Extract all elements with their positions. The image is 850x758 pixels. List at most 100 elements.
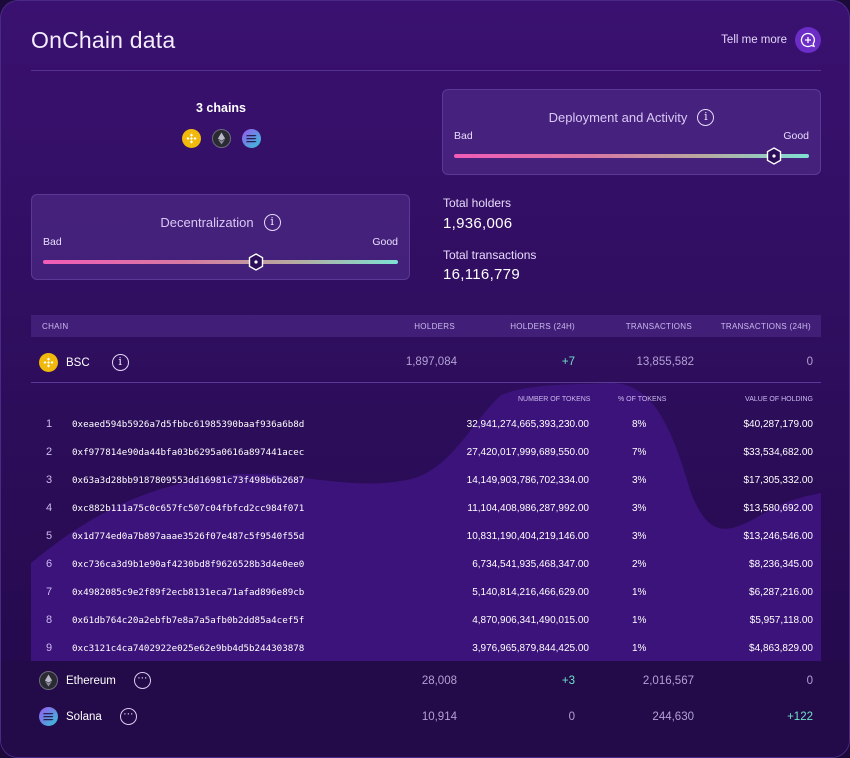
- chain-name-text: Solana: [66, 710, 102, 723]
- bad-label: Bad: [454, 130, 473, 142]
- page-title: OnChain data: [31, 27, 176, 53]
- holder-row[interactable]: 1 0xeaed594b5926a7d5fbbc61985390baaf936a6…: [31, 411, 821, 439]
- value-cell: $13,580,692.00: [743, 503, 813, 514]
- total-holders-label: Total holders: [443, 196, 512, 210]
- value-cell: $40,287,179.00: [743, 419, 813, 430]
- chains-summary: 3 chains: [151, 101, 291, 148]
- info-icon[interactable]: i: [263, 214, 281, 231]
- holder-row[interactable]: 6 0xc736ca3d9b1e90af4230bd8f9626528b3d4e0…: [31, 551, 821, 579]
- rank-cell: 7: [46, 586, 53, 598]
- address-cell[interactable]: 0xf977814e90da44bfa03b6295a0616a897441ac…: [72, 447, 305, 458]
- col-holders-24h: HOLDERS (24H): [510, 322, 575, 331]
- col-value-of-holding: VALUE OF HOLDING: [745, 396, 813, 403]
- holders-area-chart: [31, 383, 821, 661]
- holders-cell: 28,008: [421, 675, 457, 687]
- holder-row[interactable]: 2 0xf977814e90da44bfa03b6295a0616a897441a…: [31, 439, 821, 467]
- transactions-cell: 13,855,582: [636, 356, 694, 368]
- bnb-icon: [181, 129, 201, 148]
- address-cell[interactable]: 0xc736ca3d9b1e90af4230bd8f9626528b3d4e0e…: [72, 559, 305, 570]
- percent-cell: 3%: [632, 503, 647, 514]
- chat-plus-icon: [795, 27, 821, 53]
- tokens-cell: 5,140,814,216,466,629.00: [472, 587, 589, 598]
- info-icon[interactable]: i: [111, 354, 129, 371]
- address-cell[interactable]: 0xeaed594b5926a7d5fbbc61985390baaf936a6b…: [72, 419, 305, 430]
- tokens-cell: 10,831,190,404,219,146.00: [466, 531, 589, 542]
- deployment-title-text: Deployment and Activity: [548, 110, 688, 125]
- ethereum-icon: [211, 129, 231, 148]
- chains-count: 3 chains: [195, 101, 247, 115]
- transactions-cell: 2,016,567: [642, 675, 694, 687]
- address-cell[interactable]: 0x61db764c20a2ebfb7e8a7a5afb0b2dd85a4cef…: [72, 615, 305, 626]
- holders-cell: 10,914: [421, 711, 457, 723]
- rank-cell: 1: [46, 418, 53, 430]
- rank-cell: 9: [46, 642, 53, 654]
- tell-me-more-button[interactable]: Tell me more: [721, 27, 821, 53]
- chain-row-bsc[interactable]: BSC i 1,897,084 +7 13,855,582 0: [31, 343, 821, 383]
- address-cell[interactable]: 0x63a3d28bb9187809553dd16981c73f498b6b26…: [72, 475, 305, 486]
- chain-icons: [151, 129, 291, 148]
- chains-table-header: CHAIN HOLDERS HOLDERS (24H) TRANSACTIONS…: [31, 315, 821, 337]
- decentralization-title: Decentralization i: [32, 214, 409, 231]
- value-cell: $6,287,216.00: [749, 587, 813, 598]
- good-label: Good: [783, 130, 809, 142]
- decentralization-track: [43, 253, 398, 271]
- solana-icon: [241, 129, 261, 148]
- total-transactions-value: 16,116,779: [443, 266, 520, 283]
- tokens-cell: 4,870,906,341,490,015.00: [472, 615, 589, 626]
- deployment-track: [454, 147, 809, 165]
- good-label: Good: [372, 236, 398, 248]
- holder-row[interactable]: 3 0x63a3d28bb9187809553dd16981c73f498b6b2…: [31, 467, 821, 495]
- transactions-24h-cell: 0: [806, 356, 813, 368]
- tokens-cell: 32,941,274,665,393,230.00: [466, 419, 589, 430]
- deployment-title: Deployment and Activity i: [443, 109, 820, 126]
- rank-cell: 3: [46, 474, 53, 486]
- holders-24h-cell: +7: [561, 356, 575, 368]
- info-icon[interactable]: i: [697, 109, 715, 126]
- bnb-icon: [39, 353, 58, 372]
- address-cell[interactable]: 0x1d774ed0a7b897aaae3526f07e487c5f9540f5…: [72, 531, 305, 542]
- percent-cell: 8%: [632, 419, 647, 430]
- address-cell[interactable]: 0x4982085c9e2f89f2ecb8131eca71afad896e89…: [72, 587, 305, 598]
- solana-icon: [39, 707, 58, 726]
- ethereum-icon: [39, 671, 58, 690]
- holder-row[interactable]: 9 0xc3121c4ca7402922e025e62e9bb4d5b244303…: [31, 635, 821, 661]
- rank-cell: 4: [46, 502, 53, 514]
- transactions-24h-cell: +122: [787, 711, 813, 723]
- holder-row[interactable]: 8 0x61db764c20a2ebfb7e8a7a5afb0b2dd85a4ce…: [31, 607, 821, 635]
- col-chain: CHAIN: [42, 322, 69, 331]
- tell-me-more-label: Tell me more: [721, 34, 787, 46]
- tokens-cell: 11,104,408,986,287,992.00: [467, 503, 589, 514]
- holder-row[interactable]: 5 0x1d774ed0a7b897aaae3526f07e487c5f9540f…: [31, 523, 821, 551]
- bad-label: Bad: [43, 236, 62, 248]
- col-transactions-24h: TRANSACTIONS (24H): [720, 322, 811, 331]
- percent-cell: 3%: [632, 475, 647, 486]
- chain-row-ethereum[interactable]: Ethereum ⋯ 28,008 +3 2,016,567 0: [31, 663, 821, 699]
- holder-row[interactable]: 4 0xc882b111a75c0c657fc507c04fbfcd2cc984f…: [31, 495, 821, 523]
- deployment-knob: [766, 147, 781, 165]
- value-cell: $33,534,682.00: [743, 447, 813, 458]
- holders-24h-cell: +3: [561, 675, 575, 687]
- address-cell[interactable]: 0xc882b111a75c0c657fc507c04fbfcd2cc984f0…: [72, 503, 305, 514]
- tokens-cell: 6,734,541,935,468,347.00: [472, 559, 589, 570]
- col-number-of-tokens: NUMBER OF TOKENS: [518, 396, 591, 403]
- chain-row-solana[interactable]: Solana ⋯ 10,914 0 244,630 +122: [31, 699, 821, 735]
- rank-cell: 6: [46, 558, 53, 570]
- total-holders-value: 1,936,006: [443, 215, 513, 232]
- col-percent-of-tokens: % OF TOKENS: [618, 396, 667, 403]
- chain-name: BSC i: [39, 353, 129, 372]
- card-header: OnChain data Tell me more: [31, 27, 821, 71]
- chain-name-text: Ethereum: [66, 674, 116, 687]
- more-options-icon[interactable]: ⋯: [133, 672, 151, 689]
- value-cell: $13,246,546.00: [743, 531, 813, 542]
- top-holders-table: NUMBER OF TOKENS % OF TOKENS VALUE OF HO…: [31, 383, 821, 661]
- percent-cell: 2%: [632, 559, 647, 570]
- transactions-24h-cell: 0: [806, 675, 813, 687]
- rank-cell: 8: [46, 614, 53, 626]
- decentralization-knob: [248, 253, 264, 271]
- address-cell[interactable]: 0xc3121c4ca7402922e025e62e9bb4d5b2443038…: [72, 643, 305, 654]
- percent-cell: 3%: [632, 531, 647, 542]
- more-options-icon[interactable]: ⋯: [119, 708, 137, 725]
- holder-row[interactable]: 7 0x4982085c9e2f89f2ecb8131eca71afad896e8…: [31, 579, 821, 607]
- chain-name-text: BSC: [66, 356, 90, 369]
- chain-name: Solana ⋯: [39, 707, 137, 726]
